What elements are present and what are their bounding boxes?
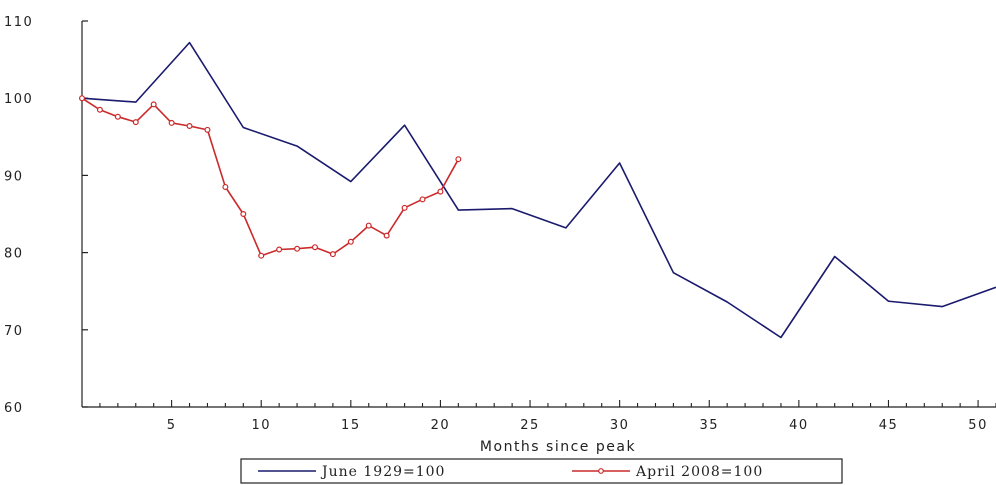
series-point-1: [437, 188, 444, 195]
x-tick-label: 10: [251, 418, 271, 433]
series-point-1: [311, 244, 318, 251]
y-tick-label: 60: [4, 401, 24, 416]
series-point-1: [276, 246, 283, 253]
x-axis-title: Months since peak: [480, 439, 636, 455]
y-tick-label: 70: [4, 324, 24, 339]
x-tick-label: 15: [341, 418, 361, 433]
legend-box: [240, 458, 843, 484]
x-tick-label: 45: [879, 418, 899, 433]
x-tick-label: 50: [968, 418, 988, 433]
legend-label-april-2008: April 2008=100: [635, 464, 763, 480]
x-tick-label: 35: [699, 418, 719, 433]
series-point-1: [329, 251, 336, 258]
series-point-1: [222, 183, 229, 190]
series-point-1: [78, 95, 85, 102]
x-axis-tick-labels: 5 10 15 20 25 30 35 40 45 50: [167, 418, 988, 433]
series-point-1: [455, 156, 462, 163]
series-point-1: [204, 126, 211, 133]
axes: [81, 20, 996, 408]
y-axis-tick-labels: 60 70 80 90 100 110: [4, 15, 33, 416]
x-tick-label: 5: [167, 418, 177, 433]
series-point-1: [96, 106, 103, 113]
series-point-1: [419, 196, 426, 203]
series-point-1: [186, 122, 193, 129]
series-point-1: [114, 113, 121, 120]
series-point-1: [132, 119, 139, 126]
x-tick-label: 40: [789, 418, 809, 433]
series-layer: [78, 41, 996, 339]
x-tick-label: 20: [431, 418, 451, 433]
series-point-1: [240, 211, 247, 218]
series-point-1: [401, 204, 408, 211]
x-tick-label: 30: [610, 418, 630, 433]
series-point-1: [168, 119, 175, 126]
y-tick-label: 100: [4, 92, 33, 107]
legend-label-june-1929: June 1929=100: [320, 464, 445, 480]
series-point-1: [365, 222, 372, 229]
series-point-1: [383, 232, 390, 239]
series-point-1: [258, 252, 265, 259]
legend: June 1929=100 April 2008=100: [240, 458, 843, 484]
series-point-1: [150, 101, 157, 108]
legend-marker-april-2008: [598, 468, 604, 474]
y-tick-label: 80: [4, 247, 24, 262]
series-line-0: [81, 41, 996, 339]
x-tick-label: 25: [520, 418, 540, 433]
y-tick-label: 90: [4, 169, 24, 184]
series-point-1: [347, 238, 354, 245]
series-line-1: [81, 97, 460, 257]
y-tick-label: 110: [4, 15, 33, 30]
series-point-1: [294, 245, 301, 252]
